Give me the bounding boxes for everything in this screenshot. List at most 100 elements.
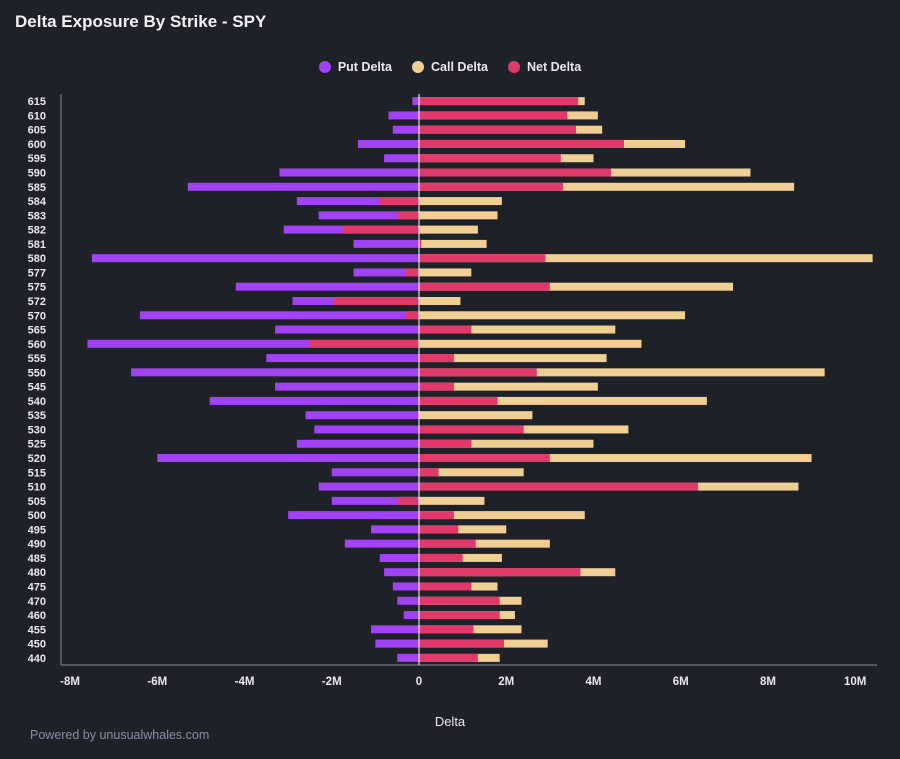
net-delta-bar [419, 396, 498, 405]
x-tick-label: 6M [673, 676, 689, 688]
put-delta-bar [275, 382, 419, 391]
y-tick-label: 581 [28, 239, 46, 251]
net-delta-bar [419, 454, 550, 463]
x-tick-label: -8M [60, 676, 80, 688]
call-delta-bar [419, 311, 686, 320]
net-delta-bar [419, 653, 478, 662]
net-delta-bar [397, 496, 419, 505]
put-delta-bar [318, 482, 419, 491]
net-delta-bar [419, 639, 505, 648]
legend-item-net[interactable]: Net Delta [507, 60, 582, 74]
put-delta-bar [392, 582, 419, 591]
call-delta-bar [419, 325, 616, 334]
net-delta-bar [419, 125, 577, 134]
legend-item-call[interactable]: Call Delta [412, 60, 488, 74]
call-delta-bar [419, 282, 734, 291]
x-tick-label: 10M [844, 676, 866, 688]
y-tick-label: 475 [28, 581, 46, 593]
call-delta-bar [419, 439, 594, 448]
net-delta-bar [419, 382, 454, 391]
y-tick-label: 455 [28, 624, 46, 636]
put-legend-dot-icon [318, 61, 331, 73]
y-tick-label: 590 [28, 168, 46, 180]
net-delta-bar [419, 325, 472, 334]
net-delta-bar [419, 511, 454, 520]
y-tick-label: 610 [28, 110, 46, 122]
y-tick-label: 500 [28, 510, 46, 522]
call-delta-bar [419, 254, 873, 263]
put-delta-bar [344, 539, 419, 548]
net-delta-bar [419, 182, 563, 191]
call-delta-bar [419, 354, 607, 363]
net-delta-bar [419, 625, 474, 634]
y-tick-label: 485 [28, 553, 46, 565]
net-delta-bar [405, 311, 419, 320]
x-tick-label: 0 [416, 676, 422, 688]
net-delta-bar [419, 154, 561, 163]
put-delta-bar [187, 182, 419, 191]
put-delta-bar [296, 197, 419, 206]
put-delta-bar [375, 639, 419, 648]
y-tick-label: 600 [28, 139, 46, 151]
call-delta-bar [419, 396, 707, 405]
call-delta-bar [419, 225, 478, 234]
net-delta-bar [333, 296, 419, 305]
put-delta-bar [296, 439, 419, 448]
y-tick-label: 580 [28, 253, 46, 265]
put-delta-bar [314, 425, 419, 434]
put-delta-bar [392, 125, 419, 134]
x-tick-label: -4M [235, 676, 255, 688]
net-delta-bar [379, 197, 419, 206]
y-tick-label: 450 [28, 639, 46, 651]
call-delta-bar [419, 525, 507, 534]
put-delta-bar [305, 411, 419, 420]
put-delta-bar [353, 268, 419, 277]
net-delta-bar [419, 111, 568, 120]
y-tick-label: 565 [28, 325, 46, 337]
call-delta-bar [419, 468, 524, 477]
net-delta-bar [419, 97, 579, 106]
y-tick-label: 515 [28, 467, 46, 479]
net-delta-bar [419, 539, 476, 548]
footer-credit[interactable]: Powered by unusualwhales.com [30, 728, 210, 742]
call-delta-bar [419, 411, 533, 420]
call-delta-bar [419, 197, 502, 206]
y-tick-label: 460 [28, 610, 46, 622]
y-tick-label: 584 [28, 196, 47, 208]
y-tick-label: 560 [28, 339, 46, 351]
legend-label-call: Call Delta [431, 60, 488, 74]
net-delta-bar [419, 439, 472, 448]
y-tick-label: 525 [28, 439, 46, 451]
put-delta-bar [318, 211, 419, 220]
x-tick-label: 2M [498, 676, 514, 688]
y-tick-label: 585 [28, 182, 46, 194]
net-delta-bar [419, 354, 454, 363]
y-tick-label: 570 [28, 310, 46, 322]
net-delta-bar [419, 168, 611, 177]
call-delta-bar [419, 182, 795, 191]
y-tick-label: 520 [28, 453, 46, 465]
net-delta-bar [419, 582, 472, 591]
x-axis-label: Delta [434, 714, 466, 729]
net-delta-bar [397, 211, 419, 220]
put-delta-bar [279, 168, 419, 177]
legend-label-net: Net Delta [526, 60, 582, 74]
y-tick-label: 595 [28, 153, 46, 165]
y-tick-label: 470 [28, 596, 46, 608]
legend-label-put: Put Delta [337, 60, 393, 74]
legend-item-put[interactable]: Put Delta [318, 60, 393, 74]
y-tick-label: 540 [28, 396, 46, 408]
call-delta-bar [419, 368, 825, 377]
put-delta-bar [353, 239, 419, 248]
y-tick-label: 615 [28, 96, 46, 108]
x-tick-label: -2M [322, 676, 342, 688]
net-delta-bar [419, 239, 422, 248]
net-delta-bar [309, 339, 419, 348]
x-tick-label: -6M [147, 676, 167, 688]
y-tick-label: 535 [28, 410, 46, 422]
put-delta-bar [331, 496, 419, 505]
y-tick-label: 572 [28, 296, 46, 308]
put-delta-bar [379, 553, 419, 562]
chart-legend: Put Delta Call Delta Net Delta [0, 60, 900, 74]
net-delta-bar [419, 468, 439, 477]
